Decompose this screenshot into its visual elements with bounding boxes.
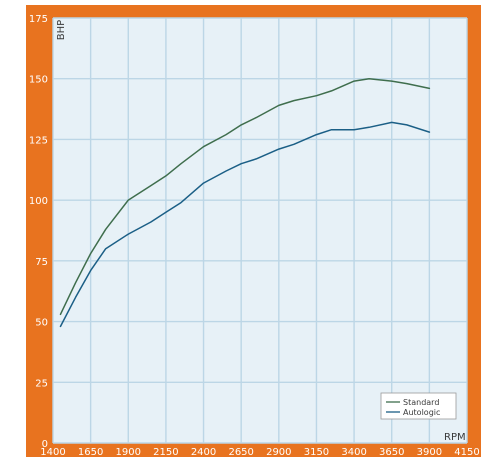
y-axis-title: BHP xyxy=(56,20,67,40)
y-tick-label: 150 xyxy=(29,75,48,86)
x-axis-title: RPM xyxy=(444,432,466,443)
x-tick-label: 2650 xyxy=(228,447,253,458)
x-tick-label: 2900 xyxy=(266,447,291,458)
grid-layer xyxy=(52,17,468,444)
tick-layer: 1400 1650 1900 2150 2400 2650 2900 3150 3400 3650… xyxy=(29,14,480,458)
x-tick-label: 3650 xyxy=(379,447,404,458)
y-tick-label: 50 xyxy=(35,318,48,329)
legend-label-standard: Standard xyxy=(403,398,439,407)
x-tick-label: 1650 xyxy=(78,447,103,458)
y-tick-label: 100 xyxy=(29,196,48,207)
y-tick-label: 0 xyxy=(42,439,48,450)
plot-area xyxy=(53,18,467,443)
x-tick-label: 2400 xyxy=(191,447,216,458)
x-tick-label: 4150 xyxy=(454,447,479,458)
legend-label-autologic: Autologic xyxy=(403,408,440,417)
y-tick-label: 125 xyxy=(29,135,48,146)
series-line-autologic xyxy=(59,121,431,328)
x-tick-label: 2150 xyxy=(153,447,178,458)
legend: Standard Autologic xyxy=(380,392,457,420)
x-tick-label: 3900 xyxy=(417,447,442,458)
y-tick-label: 75 xyxy=(35,257,48,268)
legend-box xyxy=(380,392,457,420)
x-tick-label: 3150 xyxy=(304,447,329,458)
x-tick-label: 3400 xyxy=(341,447,366,458)
x-tick-label: 1400 xyxy=(40,447,65,458)
y-tick-label: 175 xyxy=(29,14,48,25)
series-layer xyxy=(59,77,431,328)
x-tick-label: 1900 xyxy=(116,447,141,458)
series-line-standard xyxy=(59,77,431,316)
y-tick-label: 25 xyxy=(35,378,48,389)
